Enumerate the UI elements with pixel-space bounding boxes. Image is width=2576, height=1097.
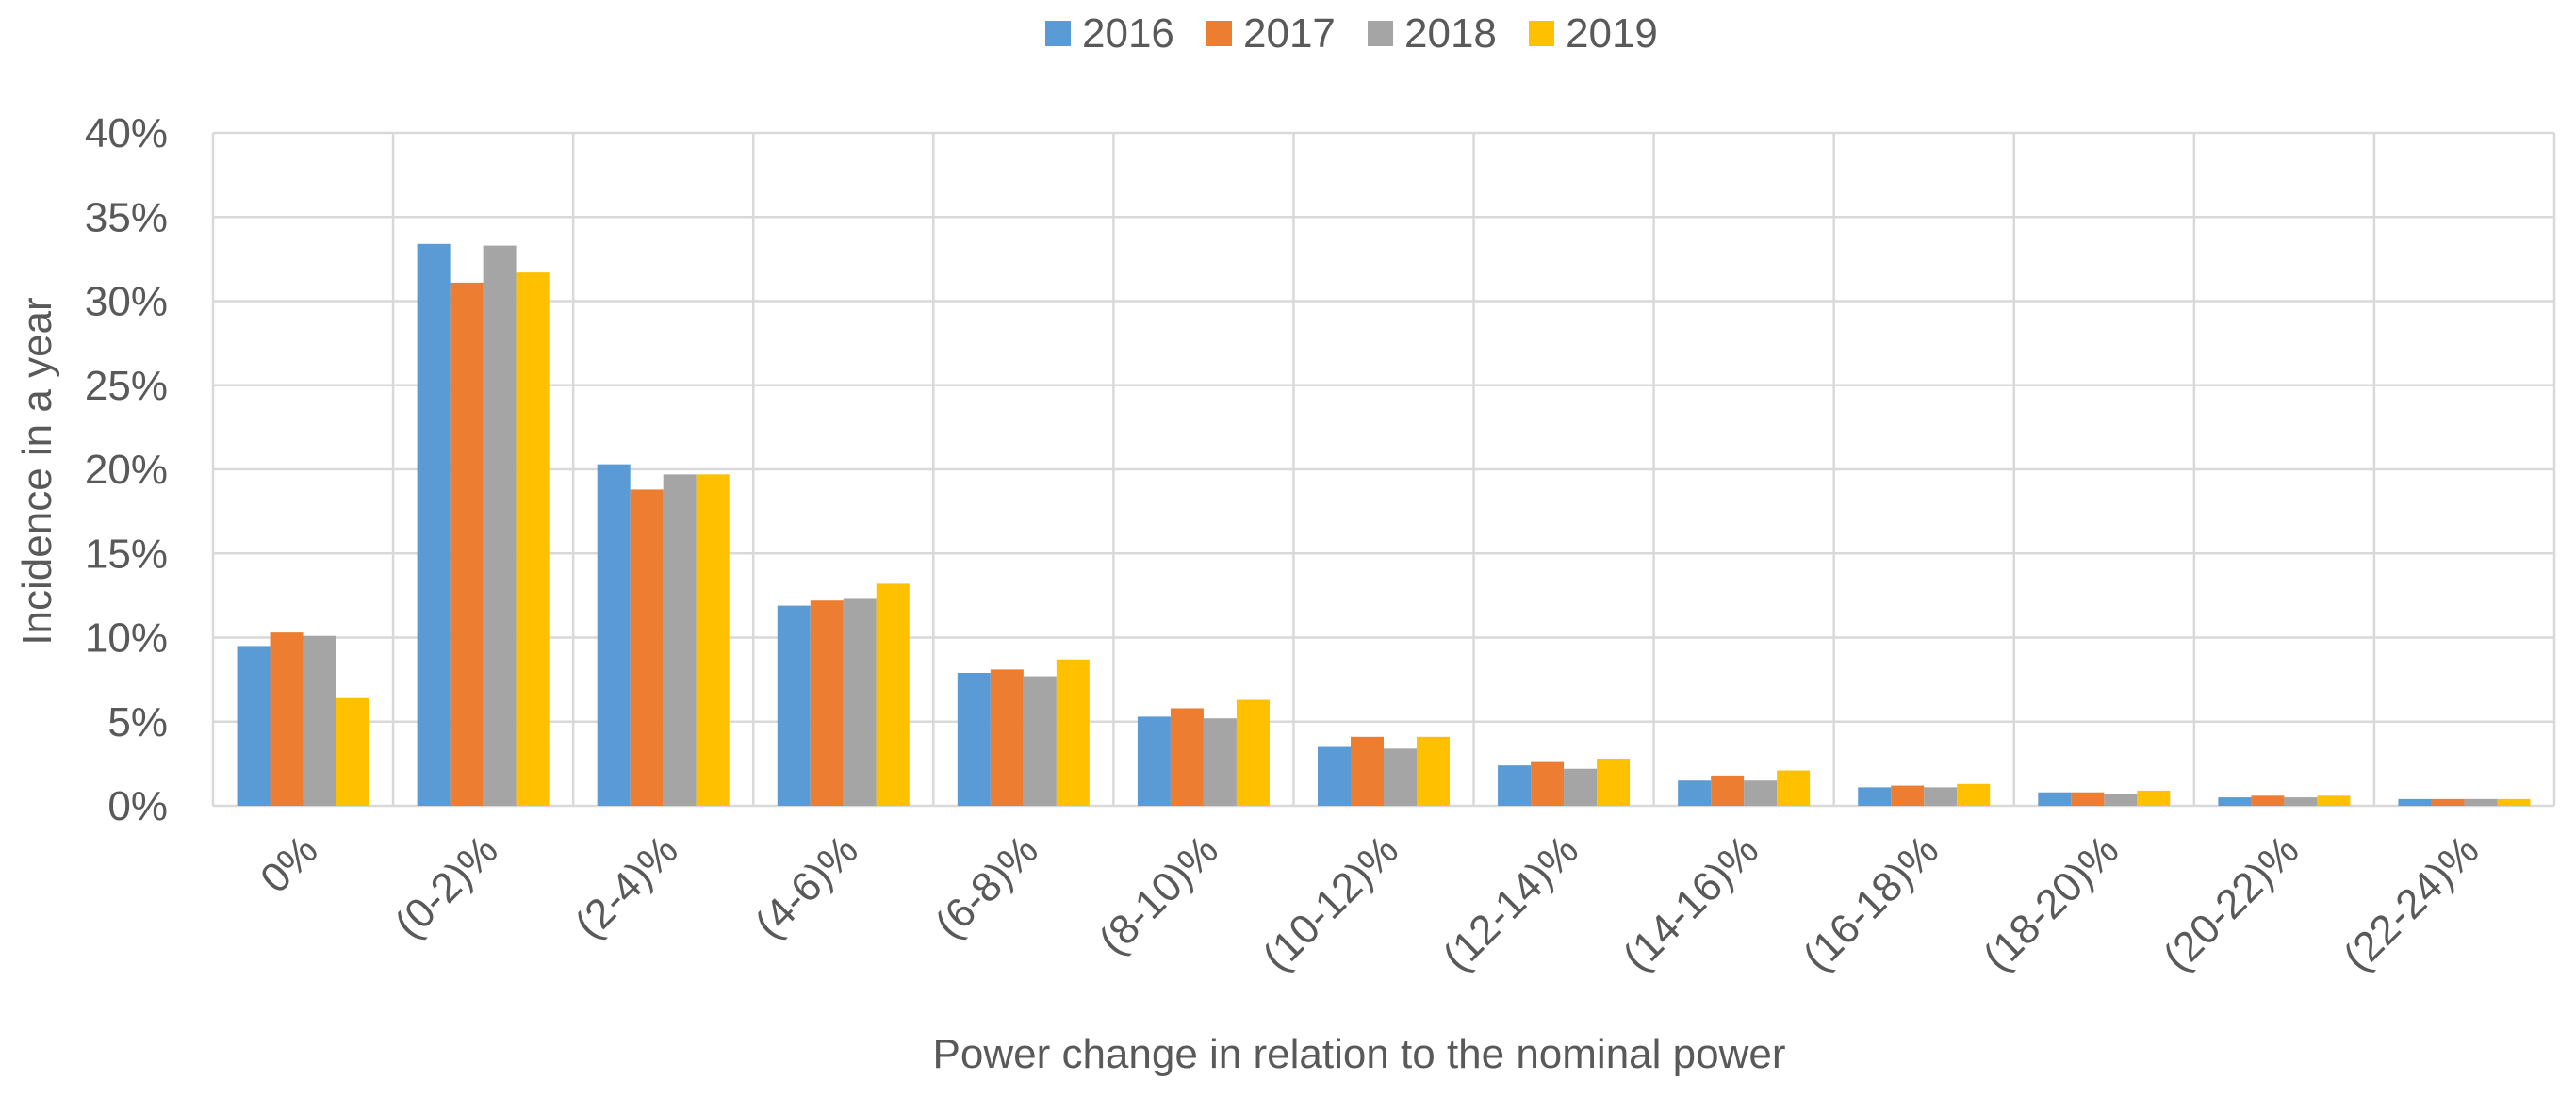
bar-2017: [1351, 736, 1384, 806]
x-tick-label: (12-14)%: [1435, 827, 1588, 980]
bar-2018: [663, 474, 697, 806]
x-tick-label: (2-4)%: [566, 827, 687, 947]
bar-2019: [2317, 795, 2351, 806]
x-tick-label: (20-22)%: [2155, 827, 2308, 980]
x-tick-label: (18-20)%: [1975, 827, 2128, 980]
legend-swatch: [1045, 21, 1071, 46]
legend-label: 2016: [1082, 10, 1174, 57]
bar-2016: [1498, 765, 1532, 806]
x-tick-label: (10-12)%: [1254, 827, 1407, 980]
y-tick-label: 30%: [85, 279, 168, 325]
legend-swatch: [1368, 21, 1393, 46]
bar-2017: [270, 632, 304, 806]
bar-2017: [2431, 798, 2465, 806]
bar-2018: [303, 635, 336, 806]
x-tick-label: (14-16)%: [1615, 827, 1768, 980]
bar-2016: [237, 646, 271, 806]
bar-2017: [990, 669, 1024, 806]
bar-2016: [777, 605, 811, 806]
bar-2016: [957, 672, 991, 806]
bar-2018: [2464, 798, 2498, 806]
bar-2016: [2398, 798, 2432, 806]
bar-2016: [417, 243, 451, 806]
y-tick-label: 0%: [107, 783, 168, 829]
y-tick-label: 20%: [85, 447, 168, 493]
bar-2019: [1957, 783, 1991, 806]
y-tick-label: 15%: [85, 531, 168, 577]
bar-2019: [876, 583, 910, 806]
bar-2017: [810, 600, 844, 806]
bar-2018: [1023, 676, 1057, 806]
bar-2018: [1564, 768, 1598, 806]
bar-2019: [1777, 770, 1811, 806]
bar-2019: [2497, 798, 2531, 806]
x-tick-label: (16-18)%: [1795, 827, 1948, 980]
y-tick-label: 35%: [85, 194, 168, 240]
x-axis-ticks: 0% (0-2)% (2-4)% (4-6)% (6-8)% (8-10)% (10-12)…: [252, 827, 2488, 980]
bar-2018: [2104, 794, 2138, 806]
bar-2016: [2218, 797, 2252, 806]
bar-2016: [1137, 716, 1171, 806]
legend: 2016 2017 2018 2019: [1045, 10, 1658, 57]
bar-2018: [483, 245, 517, 807]
bar-2017: [630, 489, 664, 806]
legend-swatch: [1529, 21, 1554, 46]
bar-2017: [450, 282, 484, 806]
legend-swatch: [1206, 21, 1232, 46]
x-tick-label: (8-10)%: [1091, 827, 1227, 963]
y-tick-label: 40%: [85, 110, 168, 156]
gridlines: [211, 131, 2556, 808]
bar-2017: [1531, 761, 1565, 806]
x-tick-label: (0-2)%: [386, 827, 507, 947]
bar-2018: [1203, 718, 1237, 806]
bar-2018: [1384, 748, 1417, 806]
bar-2019: [1236, 699, 1270, 806]
bar-2019: [696, 474, 730, 806]
y-tick-label: 5%: [107, 699, 168, 745]
bar-2018: [843, 598, 877, 806]
bar-2018: [1924, 787, 1958, 806]
bar-2017: [2071, 792, 2105, 806]
x-tick-label: (22-24)%: [2335, 827, 2488, 980]
bar-2018: [2284, 797, 2318, 806]
bar-2017: [2251, 795, 2285, 806]
legend-label: 2018: [1404, 10, 1497, 57]
bar-2019: [1056, 659, 1090, 806]
bar-2019: [1597, 759, 1631, 806]
bar-2017: [1170, 708, 1204, 806]
bar-2019: [2137, 790, 2171, 806]
y-axis-title: Incidence in a year: [14, 297, 60, 645]
x-tick-label: (4-6)%: [747, 827, 867, 947]
bars: [237, 243, 2531, 807]
bar-2019: [336, 697, 369, 806]
bar-2016: [1678, 780, 1712, 806]
bar-2017: [1891, 785, 1925, 806]
y-tick-label: 10%: [85, 615, 168, 662]
bar-2016: [1318, 746, 1351, 806]
legend-label: 2017: [1243, 10, 1336, 57]
bar-2016: [597, 464, 631, 806]
bar-2017: [1711, 775, 1745, 806]
bar-2019: [1417, 736, 1450, 806]
y-axis-ticks: 0% 5% 10% 15% 20% 25% 30% 35% 40%: [85, 110, 168, 829]
x-tick-label: 0%: [252, 827, 327, 902]
bar-2019: [516, 272, 550, 806]
y-tick-label: 25%: [85, 363, 168, 409]
bar-2016: [2038, 792, 2072, 806]
bar-2018: [1744, 780, 1778, 806]
legend-label: 2019: [1566, 10, 1658, 57]
bar-2016: [1858, 787, 1892, 806]
x-tick-label: (6-8)%: [927, 827, 1047, 947]
x-axis-title: Power change in relation to the nominal …: [933, 1031, 1786, 1077]
